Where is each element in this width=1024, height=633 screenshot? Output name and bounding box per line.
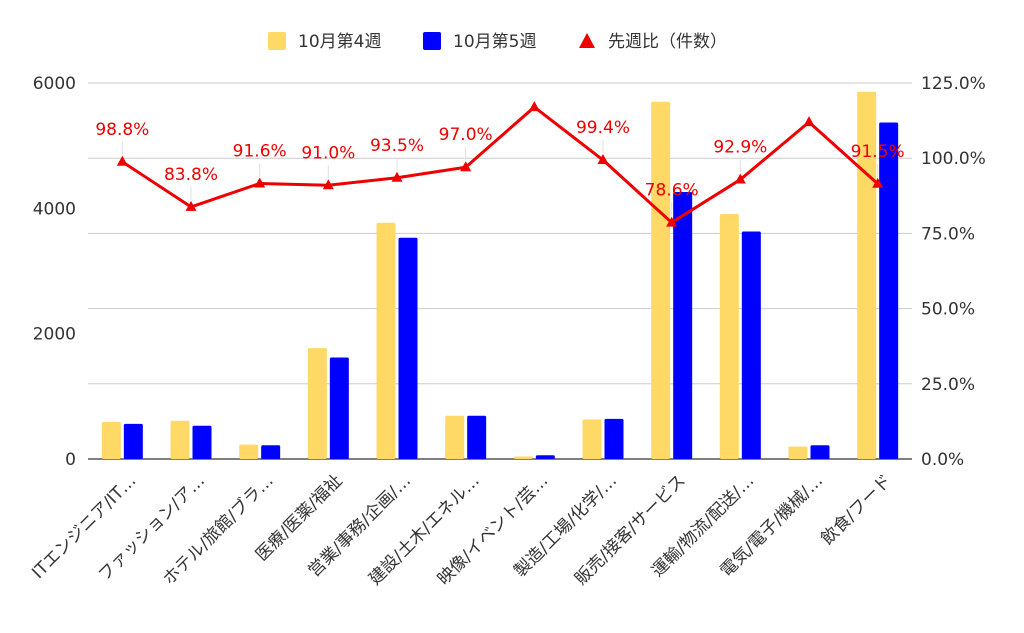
ratio-data-label: 97.0% — [439, 125, 493, 145]
legend-triangle-marker — [579, 33, 595, 48]
ratio-point — [872, 177, 884, 188]
bar-week4 — [101, 422, 121, 459]
ratio-data-label: 83.8% — [164, 165, 218, 185]
bar-week4 — [376, 222, 396, 459]
bar-week4 — [719, 213, 739, 459]
bar-week4 — [170, 420, 190, 459]
ratio-line: 98.8% 83.8% 91.6% 91.0% 93.5% 97.0% 99.4% 78.6%… — [95, 101, 905, 227]
legend: 10月第4週 10月第5週 先週比（件数） — [268, 32, 727, 52]
ratio-point — [322, 179, 334, 190]
bar-week4 — [788, 446, 808, 459]
bar-week5 — [604, 418, 624, 459]
left-axis-tick-label: 2000 — [33, 325, 76, 345]
bar-week5 — [741, 231, 761, 459]
left-axis-tick-label: 0 — [65, 450, 76, 470]
ratio-data-label: 91.0% — [301, 143, 355, 163]
bar-week5 — [398, 237, 418, 459]
ratio-data-label: 91.6% — [233, 141, 287, 161]
ratio-point — [803, 116, 815, 127]
ratio-point — [666, 216, 678, 227]
legend-swatch — [268, 32, 286, 50]
right-axis-tick-label: 100.0% — [921, 149, 986, 169]
bar-week4 — [857, 91, 877, 460]
bar-week5 — [261, 445, 281, 459]
left-axis-tick-label: 6000 — [33, 74, 76, 94]
right-axis-tick-label: 50.0% — [921, 300, 975, 320]
bar-week5 — [329, 357, 349, 459]
bar-week4 — [582, 419, 602, 459]
bar-week5 — [810, 445, 830, 459]
bar-week5 — [879, 122, 899, 459]
legend-swatch — [423, 32, 441, 50]
ratio-data-label: 99.4% — [576, 118, 630, 138]
ratio-point — [734, 173, 746, 184]
ratio-point — [597, 154, 609, 165]
ratio-data-label: 91.5% — [851, 142, 905, 162]
bar-week4 — [651, 101, 671, 460]
ratio-data-label: 92.9% — [713, 138, 767, 158]
legend-label: 10月第5週 — [453, 32, 536, 52]
left-axis-tick-label: 4000 — [33, 199, 76, 219]
ratio-point — [116, 155, 128, 166]
ratio-data-label: 98.8% — [95, 120, 149, 140]
right-axis-tick-label: 0.0% — [921, 450, 964, 470]
bar-week4 — [445, 415, 465, 459]
legend-label: 先週比（件数） — [608, 32, 727, 52]
right-axis-tick-label: 25.0% — [921, 375, 975, 395]
ratio-point — [460, 161, 472, 172]
right-axis-tick-label: 75.0% — [921, 224, 975, 244]
ratio-data-label: 78.6% — [645, 181, 699, 201]
bar-week5 — [673, 192, 693, 460]
bar-week5 — [192, 425, 212, 459]
ratio-point — [254, 177, 266, 188]
ratio-point — [528, 101, 540, 112]
bar-week5 — [535, 455, 555, 459]
bar-week4 — [513, 456, 533, 459]
category-label: 飲食/フード — [817, 471, 895, 549]
right-axis-tick-label: 125.0% — [921, 74, 986, 94]
bar-week4 — [307, 348, 327, 459]
ratio-point — [391, 171, 403, 182]
ratio-data-label: 93.5% — [370, 136, 424, 156]
ratio-point — [185, 200, 197, 211]
ratio-polyline — [121, 105, 879, 225]
gridlines — [88, 82, 912, 460]
legend-label: 10月第4週 — [298, 32, 381, 52]
bar-week5 — [467, 415, 487, 459]
bars — [101, 91, 899, 460]
bar-week4 — [239, 444, 259, 459]
bar-week5 — [123, 423, 143, 459]
